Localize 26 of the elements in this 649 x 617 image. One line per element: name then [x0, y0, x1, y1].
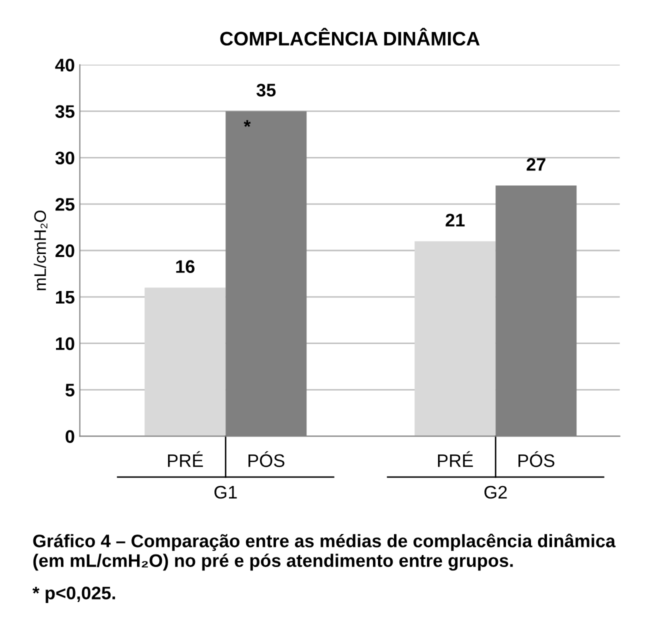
y-tick-label: 25 [56, 198, 74, 211]
x-tick-label: G2 [484, 486, 507, 499]
y-tick-label: 35 [55, 105, 74, 118]
y-tick-label: 20 [56, 244, 74, 258]
text: Gráfico 4 – Comparação entre as médias de complacência dinâmica (em mL/cmH₂O) no pré e pós atendimento entre grupos. [33, 534, 616, 571]
y-tick-label: 10 [56, 337, 74, 350]
bar [144, 288, 226, 436]
text: PRÉ [438, 451, 473, 467]
chart-title: COMPLACÊNCIA DINÂMICA [220, 28, 480, 46]
bar [414, 241, 496, 436]
y-tick-label: 15 [56, 291, 74, 304]
data-label: 21 [446, 214, 465, 226]
series-label: PÓS [248, 451, 284, 468]
y-tick-label: 30 [55, 152, 74, 164]
data-label: 16 [176, 260, 195, 273]
y-tick-label: 0 [66, 430, 74, 443]
series-label: PRÉ [168, 451, 203, 467]
data-label: 35 [256, 84, 276, 97]
annotation: * [244, 120, 251, 127]
text: PÓS [518, 451, 554, 468]
x-tick-label: G1 [214, 486, 237, 499]
y-tick-label: 40 [55, 58, 74, 72]
data-label: 27 [526, 158, 546, 171]
y-tick-label: 5 [65, 384, 74, 397]
text: * p<0,025. [32, 586, 116, 603]
y-axis-title: mL/cmH₂O [34, 210, 48, 290]
